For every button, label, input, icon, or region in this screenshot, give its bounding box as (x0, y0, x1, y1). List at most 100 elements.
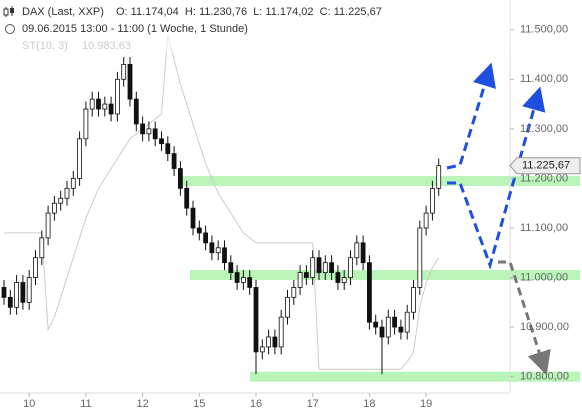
arrow (447, 86, 546, 270)
candle-body (272, 336, 278, 348)
y-tick-label: 11.000,00 (520, 271, 568, 283)
candle-body (234, 272, 240, 283)
candle-body (45, 212, 51, 239)
x-tick-label: 12 (136, 398, 148, 410)
candle-body (1, 287, 7, 298)
candle-body (26, 277, 32, 303)
candle-body (247, 277, 253, 288)
y-tick-label: 10.800,00 (520, 371, 569, 383)
candle-body (159, 138, 164, 145)
y-tick-label: 11.300,00 (520, 123, 568, 135)
clock-icon (5, 24, 15, 34)
candle-body (360, 242, 366, 264)
candle-body (303, 272, 309, 278)
candle-body (215, 247, 221, 254)
candle-body (184, 187, 190, 209)
support-zone (190, 270, 580, 281)
candle-body (285, 296, 290, 318)
support-zone (180, 175, 580, 186)
candle-body (89, 98, 95, 110)
y-tick-label: 10.900,00 (520, 321, 569, 333)
candle-body (379, 326, 385, 338)
candle-body (190, 207, 196, 229)
candle-body (152, 128, 158, 140)
y-tick-label: 11.400,00 (520, 73, 568, 85)
candle-body (335, 272, 341, 283)
candle-body (411, 287, 416, 313)
candle-body (417, 227, 423, 288)
candle-body (171, 153, 177, 169)
candle-body (96, 98, 101, 110)
candle-body (404, 311, 410, 333)
candle-icon (3, 6, 14, 17)
candle-body (196, 227, 202, 234)
candle-body (33, 257, 38, 278)
indicator-value: 10.983,63 (82, 40, 131, 52)
candle-body (373, 321, 379, 328)
candle-body (348, 257, 353, 278)
candle-body (366, 262, 372, 323)
candle-body (58, 197, 64, 204)
candle-body (398, 326, 404, 333)
ohlc-text: O: 11.174,04 H: 11.230,76 L: 11.174,02 C… (116, 6, 382, 18)
candle-body (228, 262, 234, 273)
candle-body (354, 242, 360, 259)
candle-body (322, 262, 328, 273)
candle-body (146, 128, 152, 135)
candle-body (253, 287, 259, 353)
last-price-label: 11.225,67 (522, 160, 570, 172)
candle-body (121, 64, 127, 80)
support-zone (250, 371, 580, 382)
y-tick-label: 11.100,00 (520, 222, 568, 234)
y-tick-label: 11.200,00 (520, 172, 568, 184)
candle-body (39, 237, 45, 259)
candle-body (83, 108, 89, 140)
candle-body (278, 316, 284, 348)
candle-body (52, 202, 57, 214)
candle-body (133, 98, 139, 125)
candle-body (102, 103, 108, 110)
y-tick-label: 11.500,00 (520, 24, 568, 36)
indicator-line (4, 34, 440, 370)
candle-body (240, 277, 246, 283)
candle-body (77, 138, 82, 179)
candle-body (140, 123, 146, 135)
candle-body (392, 316, 398, 328)
x-tick-label: 16 (250, 398, 262, 410)
x-tick-label: 17 (307, 398, 319, 410)
candle-body (20, 282, 26, 303)
indicator-name: ST(10, 3) (22, 40, 68, 52)
x-tick-label: 19 (420, 398, 432, 410)
candle-body (429, 187, 435, 214)
arrow (446, 62, 496, 170)
header-bg (0, 0, 510, 52)
candle-body (310, 257, 316, 278)
candle-body (259, 346, 265, 353)
candle-body (266, 336, 272, 348)
candle-body (64, 187, 70, 199)
candle-body (385, 316, 391, 338)
subtitle: 09.06.2015 13:00 - 11:00 (1 Woche, 1 Stu… (22, 23, 248, 35)
candle-body (177, 168, 183, 189)
candle-body (14, 282, 20, 308)
candle-body (436, 165, 442, 189)
candle-body (70, 178, 76, 189)
candle-body (423, 212, 429, 229)
x-tick-label: 11 (80, 398, 91, 410)
candle-body (291, 287, 297, 298)
candle-body (165, 143, 171, 155)
candle-body (127, 64, 133, 100)
candle-body (316, 257, 322, 273)
candle-body (7, 296, 13, 308)
last-price-tag (509, 157, 581, 175)
candle-body (209, 242, 215, 254)
candle-body (108, 103, 114, 115)
title: DAX (Last, XXP) (22, 6, 104, 18)
x-tick-label: 18 (363, 398, 375, 410)
x-tick-label: 10 (23, 398, 35, 410)
candle-body (297, 272, 303, 288)
x-tick-label: 15 (193, 398, 205, 410)
candle-body (115, 78, 120, 115)
candle-body (329, 262, 335, 273)
